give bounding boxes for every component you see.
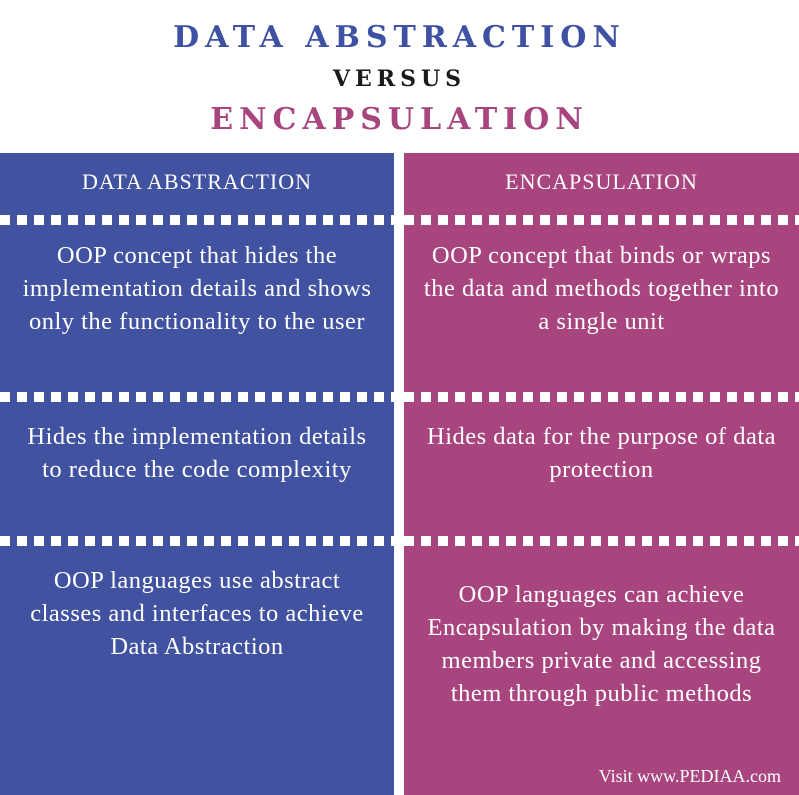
encapsulation-column: ENCAPSULATION OOP concept that binds or … [404, 153, 799, 795]
dotted-divider [404, 536, 799, 546]
dotted-divider [0, 215, 394, 225]
data-abstraction-purpose: Hides the implementation details to redu… [27, 423, 367, 483]
footer-credit: Visit www.PEDIAA.com [598, 766, 781, 786]
data-abstraction-implementation: OOP languages use abstract classes and i… [30, 567, 364, 660]
dotted-divider [404, 392, 799, 402]
title-encapsulation: ENCAPSULATION [210, 102, 589, 137]
title-data-abstraction: DATA ABSTRACTION [173, 20, 626, 55]
encapsulation-definition: OOP concept that binds or wraps the data… [423, 242, 780, 335]
data-abstraction-header: DATA ABSTRACTION [82, 169, 312, 194]
encapsulation-implementation: OOP languages can achieve Encapsulation … [427, 581, 776, 707]
data-abstraction-column: DATA ABSTRACTION OOP concept that hides … [0, 153, 394, 795]
dotted-divider [404, 215, 799, 225]
dotted-divider [0, 536, 394, 546]
encapsulation-purpose: Hides data for the purpose of data prote… [427, 423, 776, 483]
encapsulation-header: ENCAPSULATION [505, 169, 698, 194]
dotted-divider [0, 392, 394, 402]
title-versus: VERSUS [332, 66, 467, 92]
data-abstraction-definition: OOP concept that hides the implementatio… [22, 242, 372, 335]
